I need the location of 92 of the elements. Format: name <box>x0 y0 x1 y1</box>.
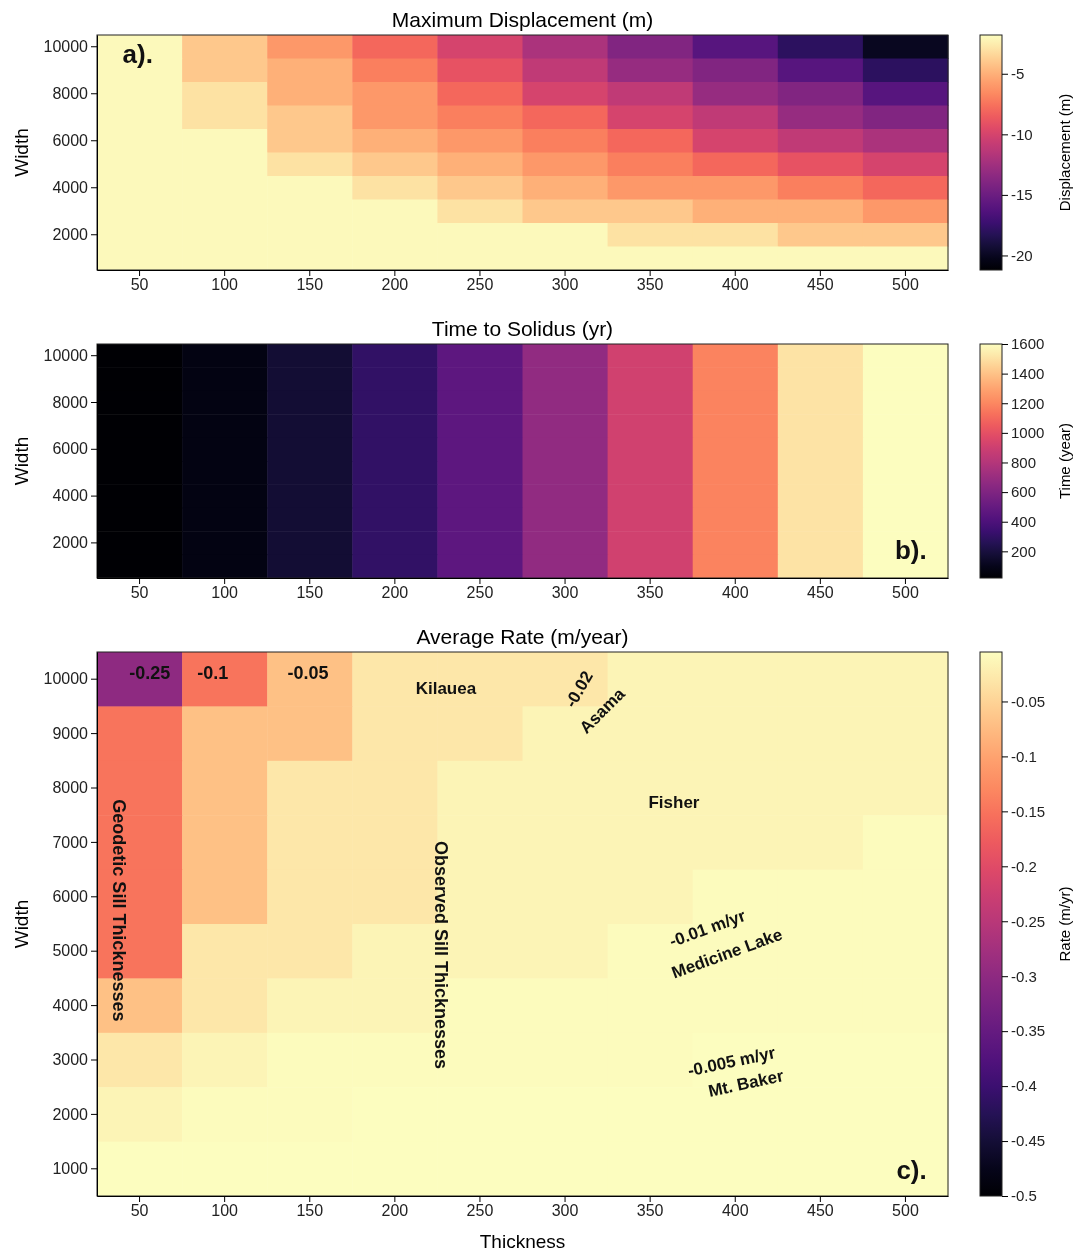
y-tick-label: 10000 <box>43 346 89 364</box>
x-tick-label: 500 <box>892 584 919 602</box>
y-tick-label: 4000 <box>52 178 89 196</box>
y-tick-label: 6000 <box>52 887 89 905</box>
x-tick-label: 500 <box>892 276 919 294</box>
color-bar-label: -0.4 <box>1011 1077 1037 1095</box>
color-bar-label: -0.45 <box>1011 1132 1046 1150</box>
annotation: c). <box>896 1154 927 1185</box>
y-axis-title: Width <box>11 436 32 486</box>
y-tick-label: 8000 <box>52 779 89 797</box>
y-axis-title: Width <box>11 128 32 177</box>
y-tick-label: 9000 <box>52 724 89 742</box>
x-tick-label: 500 <box>892 1202 919 1220</box>
y-tick-label: 3000 <box>52 1051 89 1069</box>
x-tick-label: 100 <box>211 1202 239 1220</box>
y-tick-label: 6000 <box>52 131 89 149</box>
y-tick-label: 2000 <box>52 534 89 552</box>
color-bar-label: 200 <box>1011 542 1037 560</box>
x-tick-label: 50 <box>130 584 149 602</box>
x-tick-label: 200 <box>381 1202 409 1220</box>
x-tick-label: 400 <box>721 276 749 294</box>
y-tick-label: 4000 <box>52 487 89 505</box>
y-tick-label: 4000 <box>52 996 89 1014</box>
x-tick-label: 200 <box>381 584 409 602</box>
x-tick-label: 300 <box>551 584 579 602</box>
y-tick-label: 2000 <box>52 225 89 243</box>
color-bar-label: -5 <box>1011 65 1025 83</box>
color-bar-label: 800 <box>1011 453 1037 471</box>
annotation: Geodetic Sill Thicknesses <box>109 799 130 1022</box>
color-bar-label: -0.25 <box>1011 912 1046 930</box>
annotation: a). <box>122 39 153 70</box>
color-bar-label: -0.2 <box>1011 857 1037 875</box>
color-bar-label: -0.15 <box>1011 802 1046 820</box>
y-tick-label: 5000 <box>52 942 89 960</box>
color-bar-label: -20 <box>1011 246 1033 264</box>
x-tick-label: 150 <box>296 276 324 294</box>
x-tick-label: 100 <box>211 584 239 602</box>
x-tick-label: 250 <box>466 1202 494 1220</box>
color-bar-label: 400 <box>1011 513 1037 531</box>
annotation: b). <box>894 535 927 566</box>
annotation: -0.1 <box>197 662 229 683</box>
x-tick-label: 400 <box>721 1202 749 1220</box>
color-bar-title: Rate (m/yr) <box>1056 886 1073 962</box>
x-tick-label: 250 <box>466 584 494 602</box>
y-tick-label: 7000 <box>52 833 89 851</box>
color-bar-label: -0.05 <box>1011 692 1046 710</box>
x-tick-label: 300 <box>551 1202 579 1220</box>
x-tick-label: 400 <box>721 584 749 602</box>
color-bar-label: 1000 <box>1011 424 1045 442</box>
x-tick-label: 450 <box>807 584 834 602</box>
annotation: Fisher <box>648 793 700 813</box>
color-bar-label: -0.35 <box>1011 1022 1046 1040</box>
chart-title: Maximum Displacement (m) <box>391 8 654 31</box>
annotation: Observed Sill Thicknesses <box>431 840 452 1070</box>
x-tick-label: 350 <box>636 1202 664 1220</box>
x-tick-label: 250 <box>466 276 494 294</box>
x-tick-label: 200 <box>381 276 409 294</box>
y-axis-title: Width <box>11 899 32 949</box>
color-bar-label: 1400 <box>1011 364 1045 382</box>
annotation: Kilauea <box>415 679 477 699</box>
x-tick-label: 50 <box>130 1202 149 1220</box>
x-tick-label: 450 <box>807 1202 834 1220</box>
annotation: -0.05 <box>287 662 329 683</box>
y-tick-label: 2000 <box>52 1105 89 1123</box>
x-tick-label: 100 <box>211 276 239 294</box>
color-bar-label: -15 <box>1011 186 1033 204</box>
annotation: -0.25 <box>129 662 171 683</box>
x-axis-title: Thickness <box>479 1231 566 1252</box>
color-bar-title: Displacement (m) <box>1056 93 1073 212</box>
y-tick-label: 8000 <box>52 84 89 102</box>
color-bar-label: -0.3 <box>1011 967 1037 985</box>
y-tick-label: 6000 <box>52 440 89 458</box>
color-bar-label: -0.1 <box>1011 747 1037 765</box>
color-bar-label: 1200 <box>1011 394 1045 412</box>
x-tick-label: 150 <box>296 584 324 602</box>
x-tick-label: 150 <box>296 1202 324 1220</box>
color-bar-label: -0.5 <box>1011 1187 1037 1205</box>
color-bar-label: 600 <box>1011 483 1037 501</box>
color-bar-title: Time (year) <box>1056 422 1073 500</box>
y-tick-label: 1000 <box>52 1159 89 1177</box>
color-bar-label: 1600 <box>1011 335 1045 353</box>
chart-title: Average Rate (m/year) <box>416 625 629 648</box>
chart-title: Time to Solidus (yr) <box>431 317 614 340</box>
color-bar-label: -10 <box>1011 125 1033 143</box>
x-tick-label: 50 <box>130 276 149 294</box>
x-tick-label: 350 <box>636 584 664 602</box>
y-tick-label: 8000 <box>52 393 89 411</box>
x-tick-label: 350 <box>636 276 664 294</box>
y-tick-label: 10000 <box>43 670 89 688</box>
x-tick-label: 300 <box>551 276 579 294</box>
y-tick-label: 10000 <box>43 37 89 55</box>
x-tick-label: 450 <box>807 276 834 294</box>
